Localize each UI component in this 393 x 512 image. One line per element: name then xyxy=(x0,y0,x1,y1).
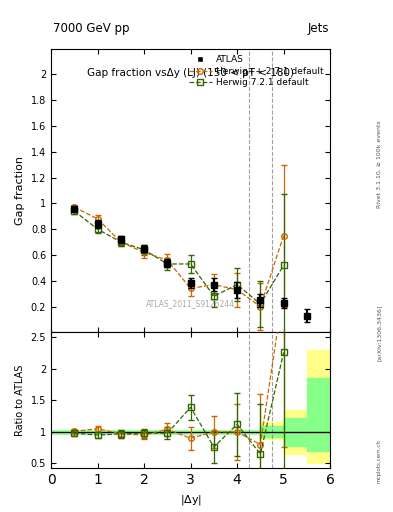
Text: ATLAS_2011_S9126244: ATLAS_2011_S9126244 xyxy=(146,300,235,308)
Text: 7000 GeV pp: 7000 GeV pp xyxy=(53,22,130,35)
Y-axis label: Gap fraction: Gap fraction xyxy=(15,156,25,225)
Text: [arXiv:1306.3436]: [arXiv:1306.3436] xyxy=(377,305,382,361)
Y-axis label: Ratio to ATLAS: Ratio to ATLAS xyxy=(15,365,25,436)
X-axis label: |$\Delta$y|: |$\Delta$y| xyxy=(180,493,202,507)
Text: Gap fraction vsΔy (LJ) (150 < pT < 180): Gap fraction vsΔy (LJ) (150 < pT < 180) xyxy=(87,69,294,78)
Legend: ATLAS, Herwig++ 2.7.1 default, Herwig 7.2.1 default: ATLAS, Herwig++ 2.7.1 default, Herwig 7.… xyxy=(187,53,326,89)
Text: Rivet 3.1.10, ≥ 100k events: Rivet 3.1.10, ≥ 100k events xyxy=(377,120,382,208)
Text: Jets: Jets xyxy=(308,22,329,35)
Text: mcplots.cern.ch: mcplots.cern.ch xyxy=(377,439,382,483)
